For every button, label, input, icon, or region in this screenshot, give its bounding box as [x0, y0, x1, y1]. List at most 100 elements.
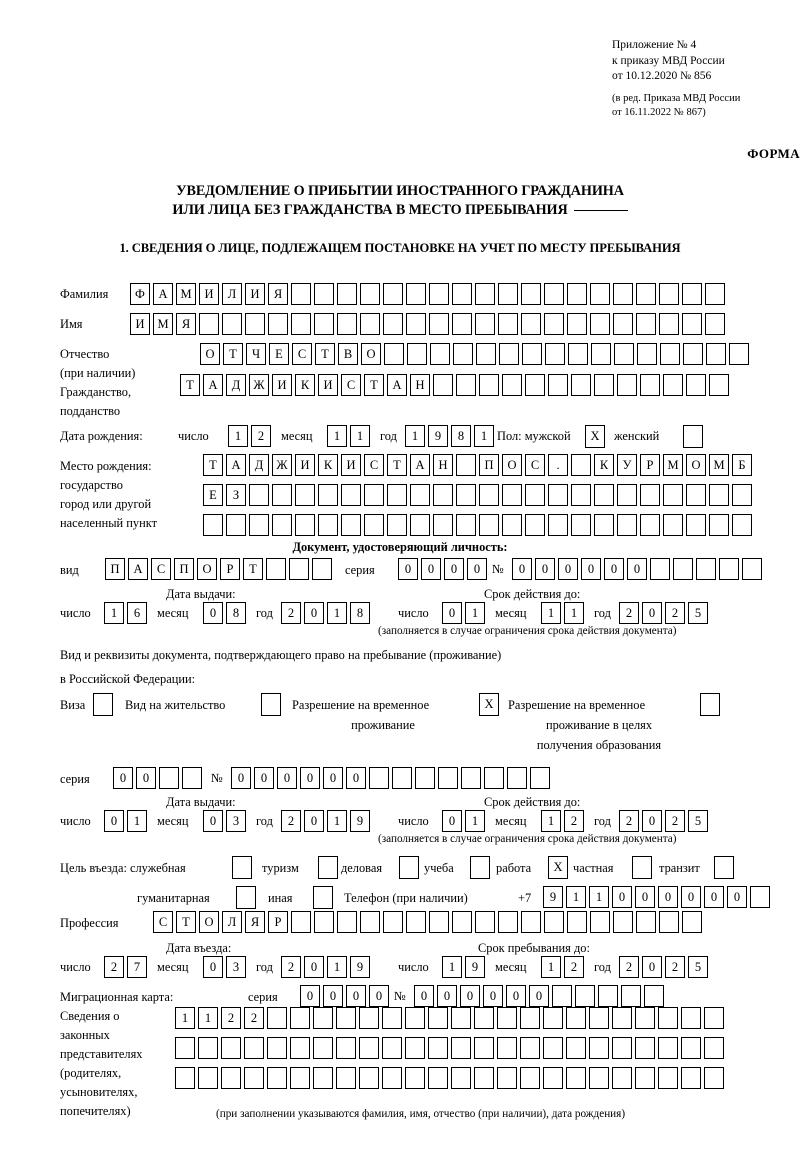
char-cell[interactable] — [568, 343, 588, 365]
purpose-work-checkbox[interactable]: X — [548, 856, 568, 879]
char-cell[interactable]: 2 — [619, 602, 639, 624]
char-cell[interactable] — [571, 374, 591, 396]
char-cell[interactable] — [337, 283, 357, 305]
temp-residence-edu-checkbox[interactable] — [700, 693, 720, 716]
char-cell[interactable]: Т — [243, 558, 263, 580]
char-cell[interactable] — [406, 283, 426, 305]
char-cell[interactable] — [313, 1037, 333, 1059]
char-cell[interactable]: О — [197, 558, 217, 580]
char-cell[interactable] — [430, 343, 450, 365]
char-cell[interactable] — [636, 911, 656, 933]
char-cell[interactable] — [244, 1067, 264, 1089]
char-cell[interactable]: 0 — [704, 886, 724, 908]
char-cell[interactable]: 1 — [104, 602, 124, 624]
char-cell[interactable]: 1 — [589, 886, 609, 908]
char-cell[interactable]: 1 — [541, 602, 561, 624]
char-cell[interactable]: 0 — [460, 985, 480, 1007]
char-cell[interactable]: А — [153, 283, 173, 305]
char-cell[interactable]: У — [617, 454, 637, 476]
char-cell[interactable]: 0 — [558, 558, 578, 580]
char-cell[interactable] — [548, 514, 568, 536]
char-cell[interactable]: 1 — [198, 1007, 218, 1029]
char-cell[interactable]: Н — [410, 374, 430, 396]
char-cell[interactable] — [475, 283, 495, 305]
char-cell[interactable]: Я — [176, 313, 196, 335]
char-cell[interactable] — [520, 1007, 540, 1029]
char-cell[interactable]: И — [245, 283, 265, 305]
char-cell[interactable] — [479, 514, 499, 536]
char-cell[interactable]: 0 — [467, 558, 487, 580]
char-cell[interactable] — [452, 283, 472, 305]
char-cell[interactable] — [199, 313, 219, 335]
char-cell[interactable] — [226, 514, 246, 536]
char-cell[interactable] — [314, 283, 334, 305]
char-cell[interactable] — [267, 1037, 287, 1059]
char-cell[interactable] — [640, 484, 660, 506]
char-cell[interactable] — [474, 1037, 494, 1059]
char-cell[interactable] — [682, 313, 702, 335]
char-cell[interactable] — [566, 1007, 586, 1029]
char-cell[interactable] — [598, 985, 618, 1007]
char-cell[interactable] — [245, 313, 265, 335]
char-cell[interactable] — [341, 484, 361, 506]
char-cell[interactable]: Я — [268, 283, 288, 305]
char-cell[interactable] — [705, 283, 725, 305]
char-cell[interactable] — [290, 1007, 310, 1029]
char-cell[interactable] — [405, 1067, 425, 1089]
char-cell[interactable]: 3 — [226, 956, 246, 978]
char-cell[interactable] — [497, 1067, 517, 1089]
char-cell[interactable]: 0 — [414, 985, 434, 1007]
char-cell[interactable]: О — [200, 343, 220, 365]
char-cell[interactable]: 0 — [612, 886, 632, 908]
char-cell[interactable] — [336, 1007, 356, 1029]
char-cell[interactable] — [314, 911, 334, 933]
char-cell[interactable]: 1 — [541, 810, 561, 832]
char-cell[interactable]: И — [295, 454, 315, 476]
char-cell[interactable]: 3 — [226, 810, 246, 832]
char-cell[interactable] — [474, 1067, 494, 1089]
char-cell[interactable]: 1 — [350, 425, 370, 447]
char-cell[interactable] — [729, 343, 749, 365]
purpose-official-checkbox[interactable] — [232, 856, 252, 879]
char-cell[interactable] — [221, 1037, 241, 1059]
char-cell[interactable]: Т — [364, 374, 384, 396]
char-cell[interactable]: И — [318, 374, 338, 396]
char-cell[interactable]: Т — [387, 454, 407, 476]
char-cell[interactable] — [433, 374, 453, 396]
char-cell[interactable] — [360, 313, 380, 335]
char-cell[interactable]: 2 — [104, 956, 124, 978]
char-cell[interactable]: К — [295, 374, 315, 396]
char-cell[interactable]: 0 — [304, 956, 324, 978]
char-cell[interactable] — [663, 514, 683, 536]
char-cell[interactable] — [594, 484, 614, 506]
char-cell[interactable] — [575, 985, 595, 1007]
char-cell[interactable] — [548, 484, 568, 506]
char-cell[interactable] — [222, 313, 242, 335]
char-cell[interactable]: Р — [220, 558, 240, 580]
char-cell[interactable] — [589, 1037, 609, 1059]
char-cell[interactable]: 0 — [254, 767, 274, 789]
char-cell[interactable]: Ж — [249, 374, 269, 396]
char-cell[interactable]: 0 — [398, 558, 418, 580]
char-cell[interactable]: И — [272, 374, 292, 396]
char-cell[interactable]: 1 — [327, 602, 347, 624]
char-cell[interactable] — [383, 283, 403, 305]
char-cell[interactable] — [337, 911, 357, 933]
char-cell[interactable] — [497, 1037, 517, 1059]
char-cell[interactable] — [521, 283, 541, 305]
char-cell[interactable]: 1 — [474, 425, 494, 447]
char-cell[interactable] — [709, 374, 729, 396]
char-cell[interactable]: 2 — [281, 602, 301, 624]
char-cell[interactable]: 0 — [442, 810, 462, 832]
